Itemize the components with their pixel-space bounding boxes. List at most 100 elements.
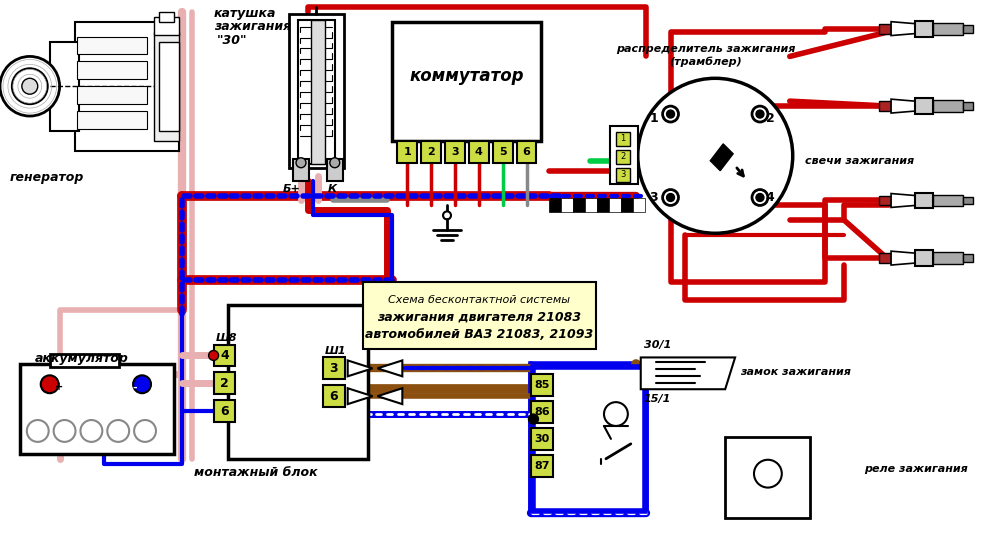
Bar (932, 23, 962, 34)
Bar (962, 197, 972, 204)
Circle shape (134, 420, 156, 442)
Text: 2: 2 (766, 111, 775, 124)
Circle shape (54, 420, 75, 442)
Circle shape (22, 78, 38, 94)
Bar (915, 98, 932, 114)
Bar (616, 150, 630, 164)
Bar (621, 199, 633, 212)
Bar (77, 37, 147, 55)
Bar (289, 14, 344, 168)
Text: 4: 4 (766, 191, 775, 204)
Text: Ш8: Ш8 (215, 333, 237, 342)
Circle shape (27, 420, 49, 442)
Text: Б+: Б+ (283, 183, 301, 194)
Text: распределитель зажигания: распределитель зажигания (616, 44, 795, 54)
Bar (549, 199, 561, 212)
Circle shape (133, 375, 151, 393)
Text: 1: 1 (621, 134, 626, 144)
Circle shape (756, 193, 764, 201)
Text: свечи зажигания: свечи зажигания (804, 156, 914, 166)
Bar (879, 253, 891, 263)
Polygon shape (640, 358, 735, 389)
Text: замок зажигания: замок зажигания (740, 367, 851, 377)
Text: 15/1: 15/1 (643, 394, 671, 404)
Bar (159, 11, 174, 22)
Circle shape (662, 189, 678, 205)
Circle shape (756, 110, 764, 118)
Bar (915, 193, 932, 209)
Text: 6: 6 (330, 390, 338, 403)
Text: реле зажигания: реле зажигания (864, 464, 968, 474)
Circle shape (666, 193, 674, 201)
Text: зажигания: зажигания (213, 20, 291, 33)
Bar (962, 102, 972, 110)
Text: 30: 30 (535, 434, 550, 444)
Circle shape (528, 414, 538, 424)
Polygon shape (891, 251, 915, 265)
Bar (932, 252, 962, 264)
Polygon shape (348, 360, 372, 376)
Polygon shape (348, 388, 372, 404)
Bar (932, 100, 962, 112)
Text: 6: 6 (220, 405, 228, 418)
Polygon shape (891, 193, 915, 207)
Bar (610, 126, 638, 183)
Bar (74, 22, 179, 151)
Polygon shape (377, 388, 402, 404)
Text: 2: 2 (621, 152, 626, 161)
Bar (77, 86, 147, 104)
Bar (50, 354, 119, 367)
Bar (469, 141, 489, 163)
Bar (77, 111, 147, 129)
Text: 3: 3 (621, 170, 626, 179)
Circle shape (754, 460, 781, 488)
Text: 30/1: 30/1 (643, 340, 671, 349)
Bar (573, 199, 585, 212)
Text: 2: 2 (220, 377, 228, 390)
Text: монтажный блок: монтажный блок (195, 466, 318, 479)
Text: -: - (132, 382, 137, 392)
Bar (915, 250, 932, 266)
Circle shape (752, 189, 768, 205)
Bar (633, 199, 644, 212)
Bar (616, 168, 630, 182)
Text: 5: 5 (498, 147, 506, 157)
Bar (609, 199, 621, 212)
Bar (327, 159, 343, 181)
Text: генератор: генератор (10, 171, 84, 183)
Text: 85: 85 (534, 380, 550, 390)
Bar (531, 375, 553, 396)
Bar (597, 199, 609, 212)
Circle shape (604, 402, 628, 426)
Circle shape (330, 158, 340, 168)
Circle shape (12, 68, 48, 104)
Text: аккумулятор: аккумулятор (35, 353, 129, 365)
Bar (531, 428, 553, 450)
Bar (213, 345, 235, 366)
Bar (533, 367, 644, 512)
Bar (20, 364, 174, 454)
Bar (616, 132, 630, 146)
Bar (445, 141, 465, 163)
Bar (421, 141, 441, 163)
Bar (213, 372, 235, 394)
Bar (293, 159, 309, 181)
Text: Схема бесконтактной системы: Схема бесконтактной системы (388, 295, 570, 305)
Bar (392, 22, 541, 141)
Text: К: К (328, 183, 337, 194)
Text: 1: 1 (649, 111, 658, 124)
Bar (159, 41, 179, 131)
Text: катушка: катушка (213, 7, 276, 20)
Bar (531, 455, 553, 477)
Circle shape (41, 375, 59, 393)
Text: 4: 4 (475, 147, 483, 157)
Bar (915, 21, 932, 37)
Circle shape (638, 78, 792, 233)
Bar (962, 254, 972, 262)
Circle shape (0, 56, 60, 116)
Bar (397, 141, 417, 163)
Bar (298, 20, 335, 164)
Bar (323, 358, 345, 379)
Bar (879, 101, 891, 111)
Text: 3: 3 (451, 147, 459, 157)
